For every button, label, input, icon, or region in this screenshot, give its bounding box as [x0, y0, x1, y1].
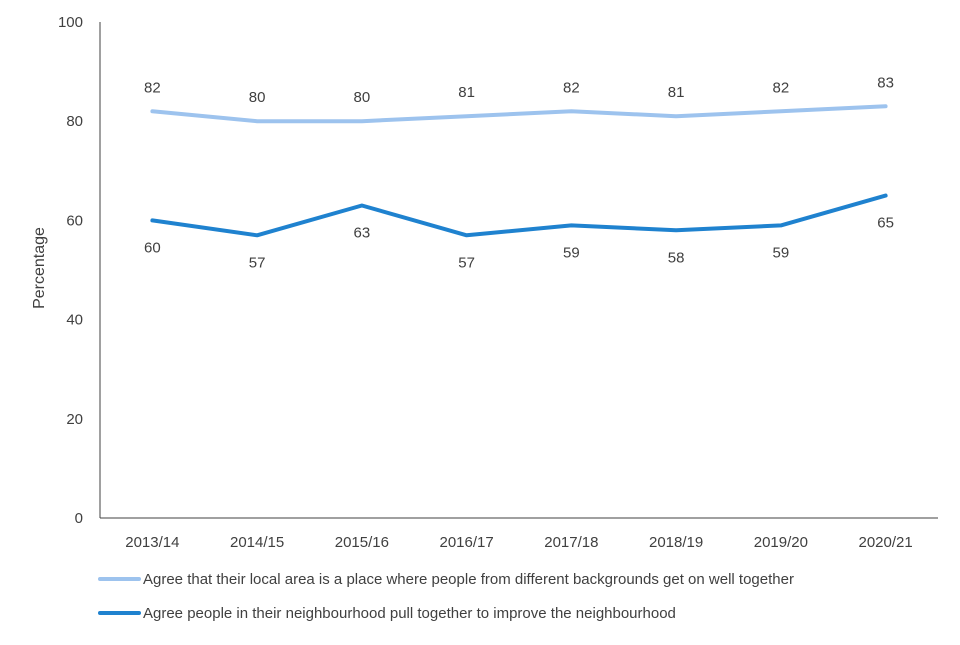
y-tick-label: 0	[75, 510, 83, 527]
y-axis-ticks: 0 20 40 60 80 100	[58, 14, 83, 527]
data-label: 81	[668, 84, 685, 101]
x-tick-label: 2018/19	[649, 534, 703, 551]
legend-label: Agree people in their neighbourhood pull…	[143, 605, 676, 622]
data-label: 80	[249, 89, 266, 106]
data-label: 81	[458, 84, 475, 101]
data-labels: 82 80 80 81 82 81 82 83 60 57 63 57 59 58 59 65	[144, 74, 894, 271]
y-tick-label: 40	[66, 312, 83, 329]
data-label: 60	[144, 239, 161, 256]
x-tick-label: 2019/20	[754, 534, 808, 551]
data-label: 63	[354, 225, 371, 242]
x-tick-label: 2014/15	[230, 534, 284, 551]
data-label: 82	[773, 79, 790, 96]
y-axis-title: Percentage	[31, 227, 48, 309]
data-label: 59	[773, 244, 790, 261]
x-axis-ticks: 2013/14 2014/15 2015/16 2016/17 2017/18 2018/…	[125, 534, 912, 551]
legend: Agree that their local area is a place w…	[98, 571, 794, 622]
x-tick-label: 2020/21	[859, 534, 913, 551]
x-tick-label: 2015/16	[335, 534, 389, 551]
legend-label: Agree that their local area is a place w…	[143, 571, 794, 588]
data-label: 57	[458, 254, 475, 271]
y-tick-label: 20	[66, 411, 83, 428]
data-label: 82	[144, 79, 161, 96]
series-lines	[150, 104, 888, 238]
data-label: 65	[877, 215, 894, 232]
data-label: 83	[877, 74, 894, 91]
series-line-2	[150, 193, 888, 238]
data-label: 58	[668, 249, 685, 266]
series-line-1	[150, 104, 888, 124]
y-tick-label: 60	[66, 212, 83, 229]
data-label: 80	[354, 89, 371, 106]
y-tick-label: 100	[58, 14, 83, 31]
axes	[99, 22, 938, 519]
x-tick-label: 2017/18	[544, 534, 598, 551]
x-tick-label: 2016/17	[440, 534, 494, 551]
data-label: 57	[249, 254, 266, 271]
x-tick-label: 2013/14	[125, 534, 179, 551]
data-label: 59	[563, 244, 580, 261]
data-label: 82	[563, 79, 580, 96]
y-tick-label: 80	[66, 113, 83, 130]
